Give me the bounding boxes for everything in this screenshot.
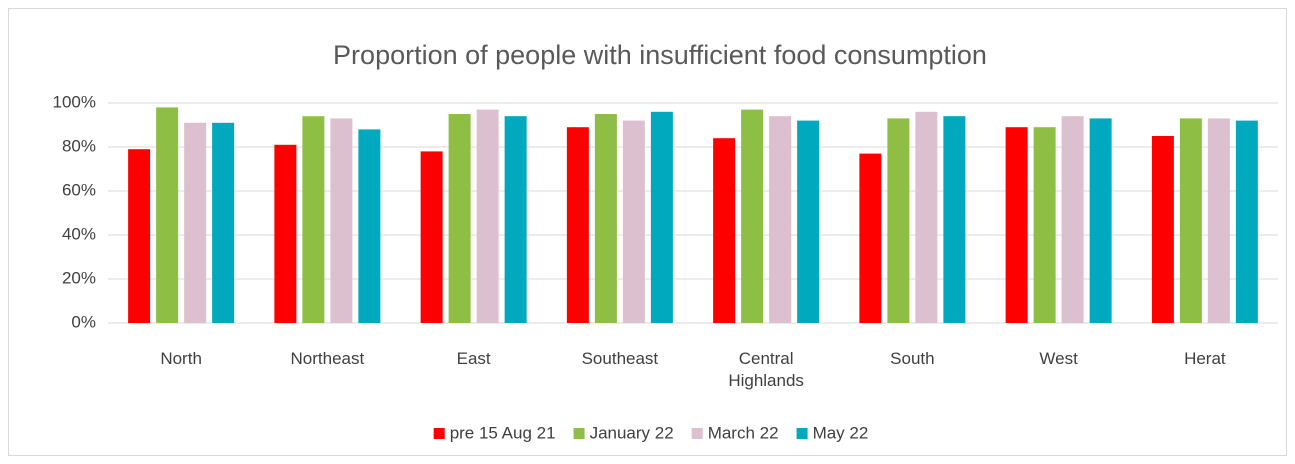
bar xyxy=(274,144,297,323)
legend-swatch xyxy=(433,428,445,439)
bar xyxy=(859,153,882,323)
x-tick-label: Northeast xyxy=(290,349,365,368)
bar xyxy=(741,109,764,323)
legend-label: March 22 xyxy=(708,423,779,442)
bar xyxy=(1235,120,1258,323)
bar xyxy=(1179,118,1202,324)
bar xyxy=(566,127,589,323)
legend-swatch xyxy=(796,428,808,439)
bar xyxy=(1005,127,1028,323)
bar xyxy=(943,116,966,323)
y-tick-label: 20% xyxy=(62,268,96,287)
bar xyxy=(887,118,910,324)
bar xyxy=(650,111,673,323)
bar xyxy=(504,116,527,323)
x-tick-label: West xyxy=(1039,349,1078,368)
bar xyxy=(769,116,792,323)
bar xyxy=(915,111,938,323)
x-tick-label: East xyxy=(456,349,491,368)
x-tick-label: South xyxy=(890,349,935,368)
bar xyxy=(448,114,471,323)
bar xyxy=(358,129,381,323)
bar xyxy=(156,107,179,324)
bar xyxy=(302,116,325,323)
bar xyxy=(622,120,645,323)
x-tick-label: Herat xyxy=(1184,349,1226,368)
bar xyxy=(1151,136,1174,323)
bar xyxy=(184,122,207,323)
bar xyxy=(797,120,820,323)
x-tick-label: Southeast xyxy=(581,349,659,368)
legend-label: January 22 xyxy=(590,423,674,442)
bar xyxy=(330,118,353,324)
bar xyxy=(1033,127,1056,323)
bar xyxy=(420,151,443,323)
legend-label: May 22 xyxy=(813,423,869,442)
legend-label: pre 15 Aug 21 xyxy=(450,423,556,442)
legend-swatch xyxy=(691,428,703,439)
y-tick-label: 60% xyxy=(62,180,96,199)
bar xyxy=(1061,116,1084,323)
chart-title: Proportion of people with insufficient f… xyxy=(333,40,987,70)
x-tick-label: Central Highlands xyxy=(728,349,804,390)
bar xyxy=(594,114,617,323)
y-tick-label: 80% xyxy=(62,136,96,155)
y-tick-label: 0% xyxy=(71,312,96,331)
bar xyxy=(212,122,235,323)
x-tick-label: North xyxy=(160,349,202,368)
legend-swatch xyxy=(573,428,585,439)
y-tick-label: 40% xyxy=(62,224,96,243)
bar xyxy=(1089,118,1112,324)
bar xyxy=(713,138,736,323)
bar xyxy=(128,149,151,323)
y-tick-label: 100% xyxy=(53,92,96,111)
bar xyxy=(1207,118,1230,324)
bar xyxy=(476,109,499,323)
